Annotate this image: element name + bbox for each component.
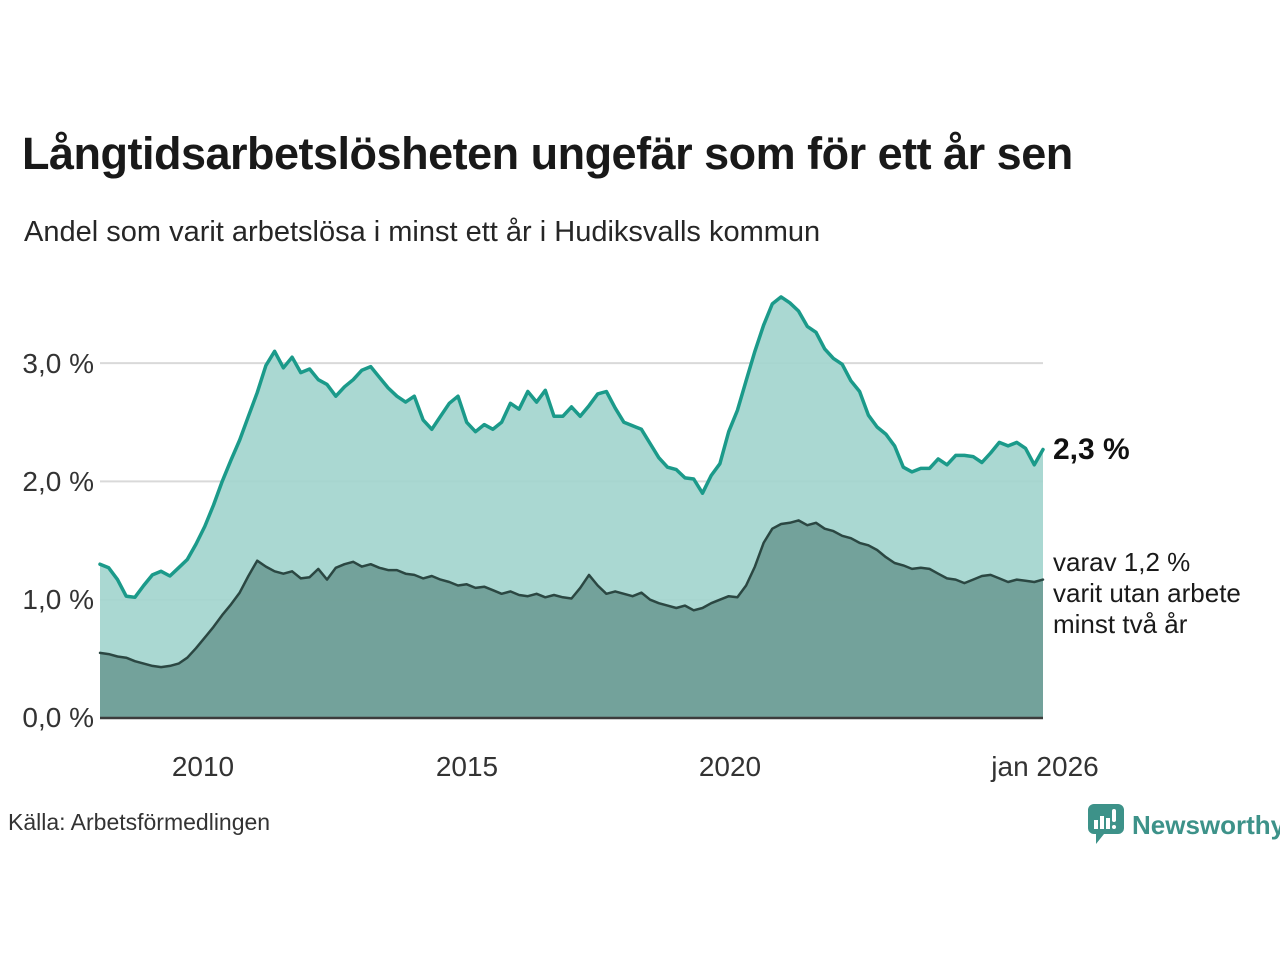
secondary-annotation-line: minst två år	[1053, 609, 1188, 639]
secondary-annotation-line: varav 1,2 %	[1053, 547, 1191, 577]
x-tick-label: 2010	[171, 751, 235, 782]
y-tick-label: 2,0 %	[22, 466, 94, 497]
brand-logo: Newsworthy	[1086, 803, 1280, 847]
x-tick-label: jan 2026	[991, 751, 1099, 782]
area-chart-plot	[98, 295, 1045, 720]
page-title: Långtidsarbetslösheten ungefär som för e…	[22, 128, 1073, 179]
y-tick-label: 1,0 %	[22, 584, 94, 615]
series-line-1	[98, 519, 1045, 669]
newsworthy-chart-bubble-icon	[1088, 804, 1124, 844]
y-tick-label: 0,0 %	[22, 702, 94, 733]
y-tick-label: 3,0 %	[22, 348, 94, 379]
source-label: Källa: Arbetsförmedlingen	[8, 809, 271, 835]
brand-name: Newsworthy	[1132, 809, 1280, 840]
x-tick-label: 2015	[435, 751, 499, 782]
series-line-0	[98, 295, 1045, 600]
latest-value-annotation: 2,3 %	[1053, 433, 1130, 466]
secondary-series-annotation: varav 1,2 % varit utan arbete minst två …	[1053, 547, 1241, 640]
secondary-annotation-line: varit utan arbete	[1053, 578, 1241, 608]
page-subtitle: Andel som varit arbetslösa i minst ett å…	[24, 216, 821, 248]
x-tick-label: 2020	[698, 751, 762, 782]
